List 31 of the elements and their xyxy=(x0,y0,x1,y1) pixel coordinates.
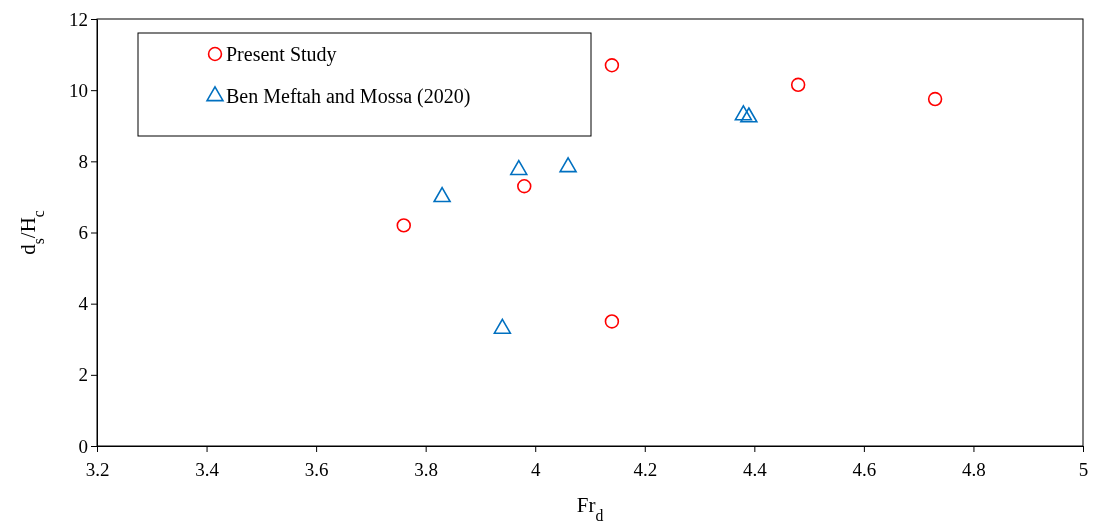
x-tick-label: 4.6 xyxy=(852,458,877,480)
point xyxy=(790,77,806,93)
x-tick-label: 4.4 xyxy=(742,458,768,480)
y-tick-label: 4 xyxy=(78,293,89,315)
x-tick-label: 3.8 xyxy=(414,458,439,480)
point xyxy=(433,186,451,203)
point xyxy=(493,318,512,334)
y-tick-label: 8 xyxy=(78,150,88,172)
y-tick-label: 10 xyxy=(69,79,88,101)
point xyxy=(927,91,943,107)
legend-label: Present Study xyxy=(226,43,337,66)
point xyxy=(396,218,411,233)
x-tick-label: 4 xyxy=(530,458,541,480)
y-tick-label: 6 xyxy=(78,222,88,244)
point xyxy=(510,159,528,176)
x-tick-label: 3.2 xyxy=(85,458,110,480)
point xyxy=(734,105,753,121)
point xyxy=(604,58,620,73)
x-tick-label: 5 xyxy=(1078,458,1089,480)
legend-label: Ben Meftah and Mossa (2020) xyxy=(226,85,471,108)
x-axis-title: Fr$_{d}$ xyxy=(576,493,604,522)
x-tick-label: 4.8 xyxy=(962,458,986,480)
point xyxy=(740,107,758,123)
point xyxy=(517,179,532,194)
y-tick-label: 0 xyxy=(78,435,88,457)
y-tick-label: 2 xyxy=(78,364,88,386)
x-tick-label: 4.2 xyxy=(633,458,658,480)
x-tick-label: 3.6 xyxy=(304,458,329,480)
y-tick-label: 12 xyxy=(69,8,88,30)
point xyxy=(559,157,577,173)
x-tick-label: 3.4 xyxy=(195,458,220,480)
